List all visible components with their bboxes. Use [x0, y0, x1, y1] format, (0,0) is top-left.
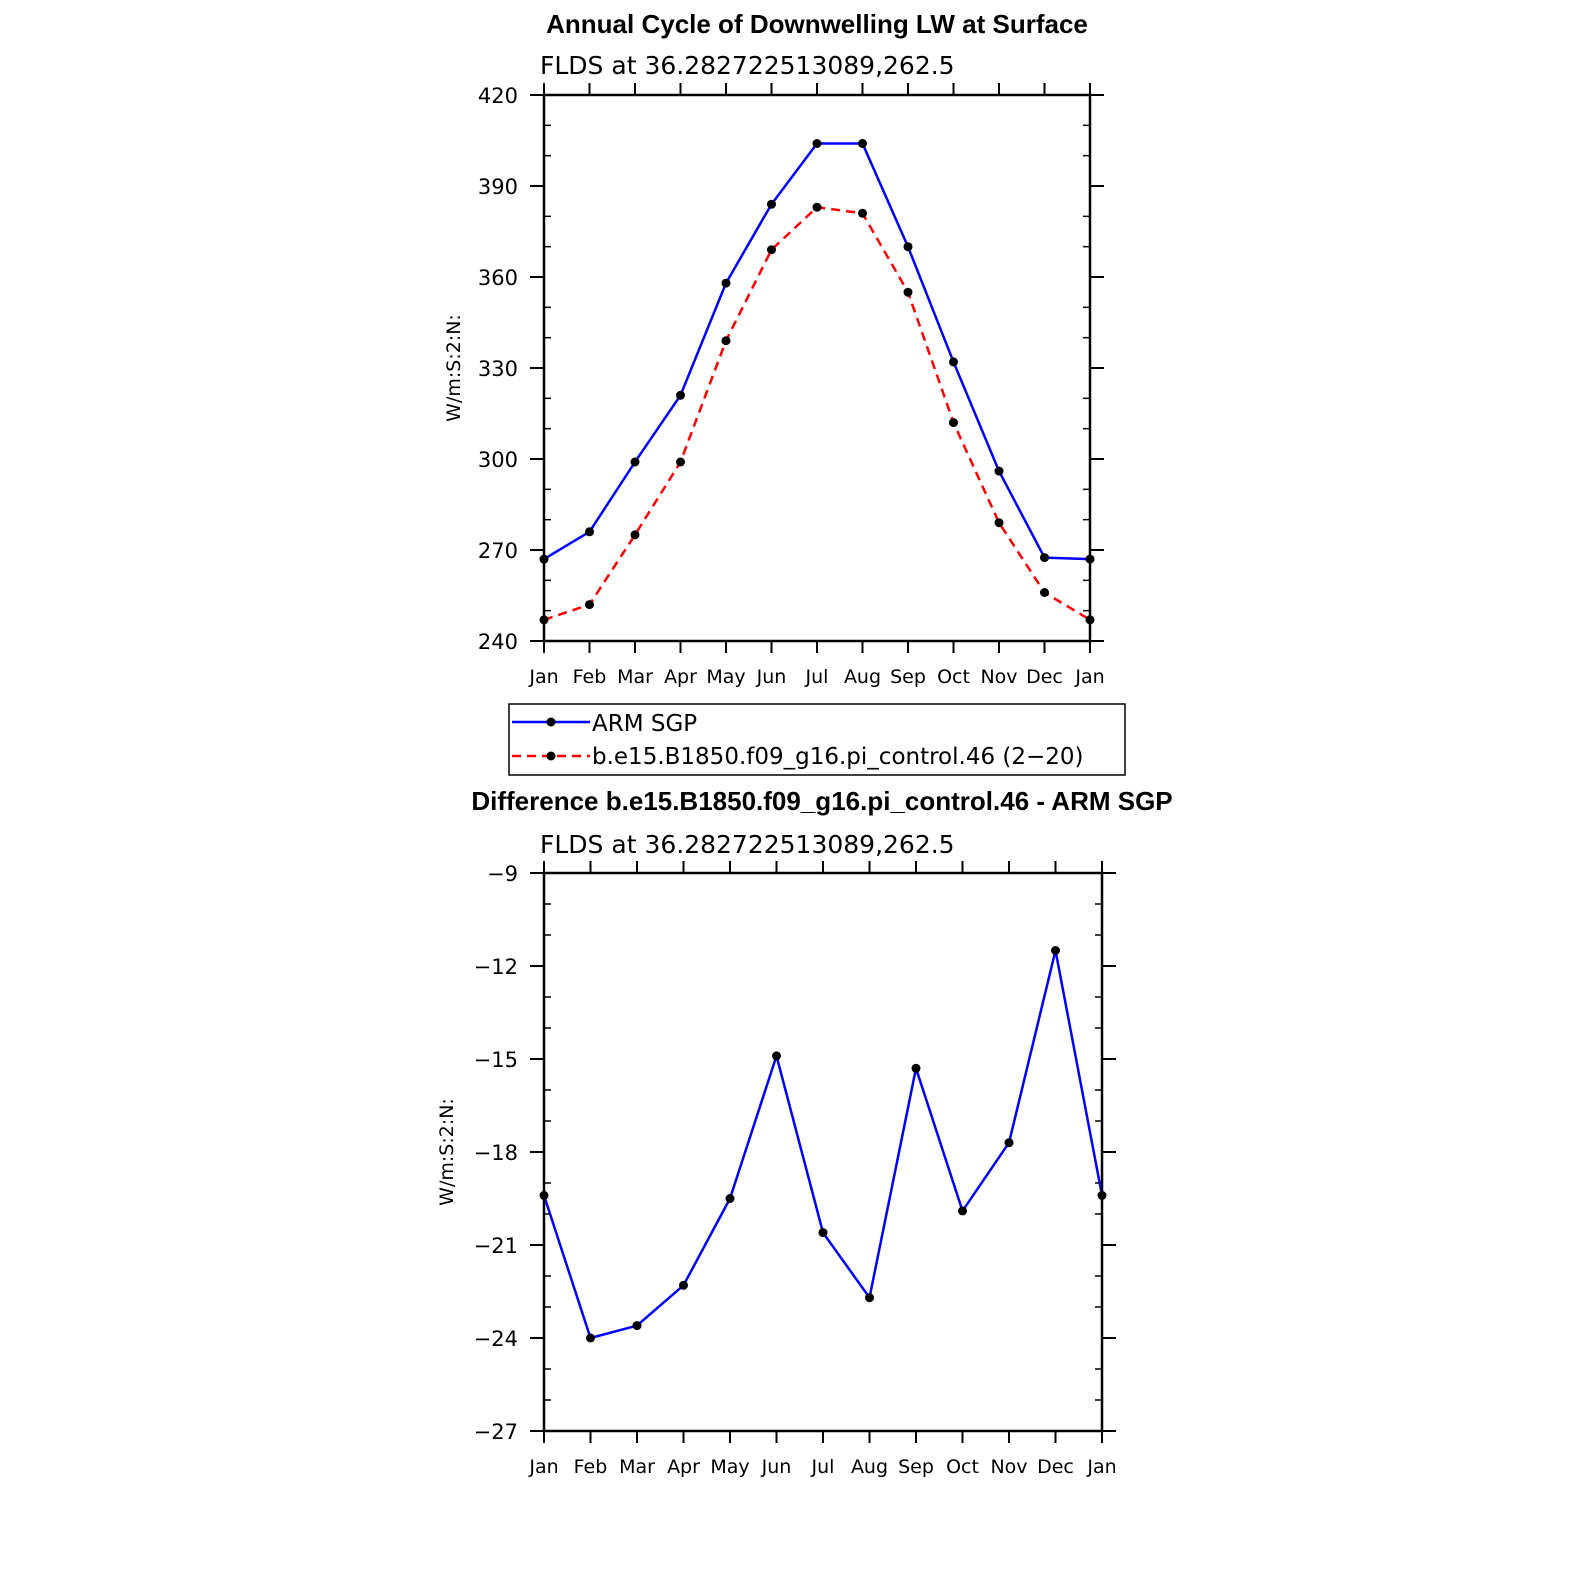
data-point [630, 530, 640, 540]
x-tick-label: Sep [898, 1456, 934, 1478]
series-group [539, 139, 1095, 625]
x-tick-label: Jul [805, 666, 829, 688]
x-tick-label: Oct [937, 666, 970, 688]
y-tick-label: 420 [478, 84, 518, 108]
x-tick-label: Feb [573, 666, 607, 688]
x-tick-label: Aug [844, 666, 881, 688]
data-point [949, 418, 958, 428]
y-tick-label: −15 [474, 1048, 518, 1072]
data-point [586, 1333, 595, 1343]
data-point [858, 139, 867, 148]
data-point [721, 336, 731, 346]
data-point [812, 202, 822, 212]
x-axis-labels: Jan Feb Mar Apr May Jun Jul Aug Sep Oct Nov Dec Jan [528, 666, 1104, 688]
data-point [818, 1228, 828, 1238]
x-tick-label: May [710, 1456, 749, 1478]
chart-subtitle: FLDS at 36.282722513089,262.5 [540, 51, 955, 80]
y-axis-ticks: 240 270 300 330 360 390 420 [478, 83, 1104, 654]
x-tick-label: Dec [1037, 1456, 1074, 1478]
series-line-0 [542, 949, 1104, 1340]
y-axis-title: W/m:S:2:N: [436, 1098, 458, 1206]
y-tick-label: 330 [478, 357, 518, 381]
data-point [903, 287, 913, 297]
data-point [676, 390, 685, 400]
x-tick-label: Jun [761, 1456, 792, 1478]
plot-frame [542, 871, 1104, 1433]
data-point [911, 1063, 921, 1073]
chart-title: Annual Cycle of Downwelling LW at Surfac… [546, 9, 1088, 39]
legend-box [508, 703, 1126, 776]
chart-title: Difference b.e15.B1850.f09_g16.pi_contro… [471, 786, 1172, 816]
data-point [1040, 588, 1049, 597]
data-point [725, 1194, 735, 1203]
y-axis-ticks: −27 −24 −21 −18 −15 −12 −9 [474, 861, 1116, 1444]
y-tick-label: −24 [474, 1327, 518, 1351]
data-point [903, 242, 913, 252]
data-point [585, 600, 594, 610]
data-point [949, 357, 958, 367]
x-tick-label: Jan [1086, 1456, 1116, 1478]
y-tick-label: 240 [478, 630, 518, 654]
y-tick-label: −21 [474, 1234, 518, 1258]
y-axis-title: W/m:S:2:N: [443, 314, 465, 422]
series-line-1 [543, 205, 1091, 621]
data-point [767, 199, 776, 209]
x-tick-label: Jan [528, 1456, 558, 1478]
data-point [772, 1051, 781, 1061]
data-point [721, 278, 731, 288]
y-tick-label: −12 [474, 955, 518, 979]
x-tick-label: May [706, 666, 745, 688]
y-tick-label: 300 [478, 448, 518, 472]
x-tick-label: Sep [890, 666, 926, 688]
x-tick-label: Jan [528, 666, 558, 688]
legend-marker-arm-sgp [546, 717, 556, 727]
data-point [812, 139, 822, 148]
data-point [858, 208, 867, 218]
annual-cycle-chart: Annual Cycle of Downwelling LW at Surfac… [443, 9, 1126, 776]
x-tick-label: Jun [756, 666, 787, 688]
data-point [958, 1206, 967, 1216]
x-tick-label: Nov [990, 1456, 1027, 1478]
x-axis-labels: Jan Feb Mar Apr May Jun Jul Aug Sep Oct Nov Dec Jan [528, 1456, 1116, 1478]
data-point [676, 457, 685, 467]
data-point [994, 466, 1004, 476]
plot-frame [542, 93, 1092, 643]
legend-label-model: b.e15.B1850.f09_g16.pi_control.46 (2−20) [592, 744, 1084, 770]
chart-subtitle: FLDS at 36.282722513089,262.5 [540, 830, 955, 859]
y-tick-label: −27 [474, 1420, 518, 1444]
x-tick-label: Jan [1074, 666, 1104, 688]
data-point [1051, 946, 1060, 955]
x-tick-label: Dec [1026, 666, 1063, 688]
legend-label-arm-sgp: ARM SGP [592, 711, 697, 737]
data-point [585, 527, 594, 537]
x-tick-label: Apr [667, 1456, 700, 1478]
data-point [679, 1280, 688, 1290]
data-point [865, 1293, 874, 1303]
x-tick-label: Oct [946, 1456, 979, 1478]
data-point [630, 457, 640, 467]
y-tick-label: −18 [474, 1141, 518, 1165]
x-tick-label: Mar [619, 1456, 655, 1478]
y-tick-label: 270 [478, 539, 518, 563]
legend-marker-model [546, 751, 556, 761]
y-tick-label: 390 [478, 175, 518, 199]
y-tick-label: −9 [487, 862, 518, 886]
x-tick-label: Feb [574, 1456, 608, 1478]
x-tick-label: Apr [664, 666, 697, 688]
legend: ARM SGP b.e15.B1850.f09_g16.pi_control.4… [508, 703, 1126, 776]
series-group [539, 946, 1107, 1343]
data-point [1040, 553, 1049, 563]
data-point [994, 518, 1004, 528]
data-point [767, 245, 776, 255]
x-tick-label: Aug [851, 1456, 888, 1478]
y-tick-label: 360 [478, 266, 518, 290]
data-point [1004, 1138, 1014, 1148]
data-point [632, 1321, 642, 1331]
x-tick-label: Mar [617, 666, 653, 688]
difference-chart: Difference b.e15.B1850.f09_g16.pi_contro… [436, 786, 1173, 1478]
x-tick-label: Nov [980, 666, 1017, 688]
x-tick-label: Jul [811, 1456, 835, 1478]
